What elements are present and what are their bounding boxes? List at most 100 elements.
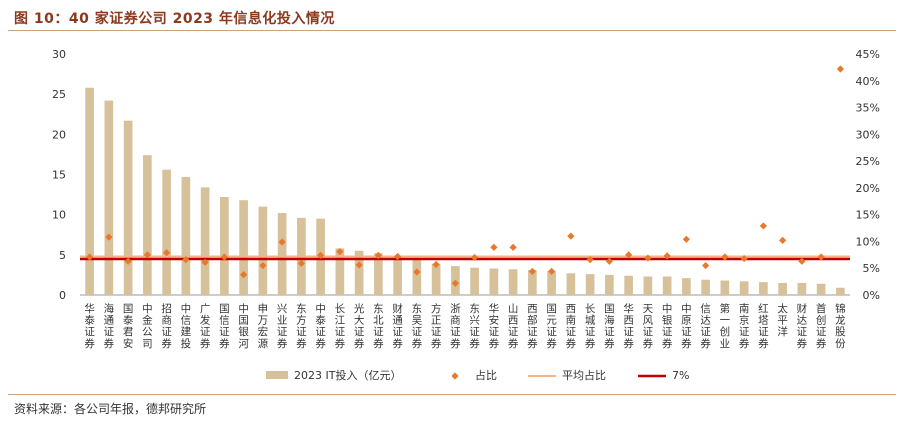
y-right-tick-label: 25% bbox=[856, 155, 880, 168]
source-divider bbox=[8, 394, 896, 395]
category-label: 天风证券 bbox=[643, 303, 654, 350]
category-label: 国海证券 bbox=[604, 303, 615, 350]
bar bbox=[239, 200, 248, 295]
ratio-point bbox=[413, 268, 421, 276]
y-right-tick-label: 40% bbox=[856, 75, 880, 88]
ratio-point bbox=[355, 261, 363, 269]
ratio-point bbox=[124, 257, 132, 265]
category-label: 第一创业 bbox=[720, 302, 731, 350]
ratio-point bbox=[336, 248, 344, 256]
bar bbox=[682, 278, 691, 295]
y-right-tick-label: 45% bbox=[856, 48, 880, 61]
bar bbox=[778, 282, 787, 295]
bar bbox=[643, 276, 653, 295]
bar bbox=[489, 268, 499, 295]
bar bbox=[335, 248, 345, 295]
category-label: 浙商证券 bbox=[450, 303, 461, 350]
legend-label-ratio: 占比 bbox=[475, 368, 497, 382]
category-label: 东方证券 bbox=[296, 302, 307, 350]
bar bbox=[104, 100, 114, 296]
ratio-point bbox=[625, 251, 633, 259]
ratio-point bbox=[201, 258, 209, 266]
ratio-point bbox=[817, 253, 825, 261]
category-label: 首创证券 bbox=[816, 302, 827, 350]
ratio-point bbox=[798, 257, 806, 265]
legend-label-bar: 2023 IT投入（亿元） bbox=[294, 368, 401, 382]
category-label: 信达证券 bbox=[700, 303, 711, 350]
category-label: 华泰证券 bbox=[84, 302, 95, 350]
ratio-point bbox=[163, 249, 171, 257]
ratio-point bbox=[86, 253, 94, 261]
category-label: 广发证券 bbox=[200, 303, 211, 350]
ratio-point bbox=[143, 251, 151, 259]
bar bbox=[836, 287, 845, 295]
y-left-tick-label: 15 bbox=[52, 169, 66, 182]
category-label: 申万宏源 bbox=[258, 302, 269, 350]
bar bbox=[354, 250, 364, 295]
bar bbox=[431, 263, 441, 295]
category-label: 中泰证券 bbox=[315, 302, 326, 350]
bar bbox=[816, 283, 826, 295]
y-right-tick-label: 15% bbox=[856, 209, 880, 222]
category-label: 中银证券 bbox=[662, 302, 673, 350]
category-label: 中信建投 bbox=[181, 302, 192, 350]
y-right-tick-label: 30% bbox=[856, 128, 880, 141]
ratio-point bbox=[548, 267, 556, 276]
ratio-point bbox=[105, 233, 113, 241]
category-label: 东兴证券 bbox=[469, 302, 480, 350]
legend-swatch-ratio bbox=[451, 372, 459, 380]
bar bbox=[547, 270, 556, 295]
ratio-point bbox=[432, 260, 440, 269]
ratio-point bbox=[779, 236, 787, 244]
bar bbox=[624, 275, 633, 295]
bar bbox=[605, 274, 614, 295]
ratio-point bbox=[702, 261, 710, 270]
bar bbox=[701, 279, 710, 295]
category-label: 国泰君安 bbox=[123, 303, 134, 350]
category-label: 兴业证券 bbox=[277, 303, 288, 350]
bar bbox=[181, 176, 191, 295]
ratio-point bbox=[586, 256, 594, 264]
bar bbox=[277, 213, 287, 295]
category-label: 太平洋 bbox=[777, 302, 788, 338]
y-right-tick-label: 5% bbox=[863, 262, 880, 275]
y-left-tick-label: 5 bbox=[59, 249, 66, 262]
category-label: 招商证券 bbox=[161, 302, 172, 350]
ratio-point bbox=[374, 251, 382, 259]
bar bbox=[220, 196, 229, 295]
ratio-point bbox=[259, 261, 267, 270]
category-label: 华安证券 bbox=[489, 302, 500, 350]
category-label: 东吴证券 bbox=[412, 302, 423, 350]
category-label: 华西证券 bbox=[623, 302, 634, 350]
category-label: 长城证券 bbox=[585, 303, 596, 350]
category-label: 长江证券 bbox=[335, 303, 346, 350]
y-left-tick-label: 25 bbox=[52, 88, 66, 101]
bar bbox=[566, 273, 576, 295]
bar bbox=[508, 269, 518, 295]
ratio-point bbox=[509, 243, 517, 251]
category-label: 西南证券 bbox=[566, 303, 577, 350]
bar bbox=[720, 280, 730, 295]
category-label: 光大证券 bbox=[354, 302, 365, 350]
y-left-tick-label: 20 bbox=[52, 128, 66, 141]
bar bbox=[585, 274, 595, 295]
category-label: 东北证券 bbox=[373, 302, 384, 350]
category-label: 财达证券 bbox=[797, 302, 808, 350]
bar bbox=[162, 169, 171, 295]
category-label: 西部证券 bbox=[527, 303, 538, 350]
bar bbox=[143, 155, 152, 295]
y-right-tick-label: 10% bbox=[856, 235, 880, 248]
ratio-point bbox=[644, 254, 652, 262]
ratio-point bbox=[220, 253, 228, 261]
ratio-point bbox=[317, 251, 325, 259]
category-label: 国信证券 bbox=[219, 303, 230, 350]
ratio-point bbox=[297, 259, 305, 268]
ratio-point bbox=[182, 256, 190, 264]
source-note: 资料来源：各公司年报，德邦研究所 bbox=[14, 402, 207, 416]
bar bbox=[393, 255, 402, 295]
ratio-point bbox=[528, 267, 536, 276]
y-right-tick-label: 20% bbox=[856, 182, 880, 195]
category-label: 中原证券 bbox=[681, 302, 692, 350]
bar bbox=[759, 282, 768, 295]
y-right-tick-label: 0% bbox=[863, 289, 880, 302]
